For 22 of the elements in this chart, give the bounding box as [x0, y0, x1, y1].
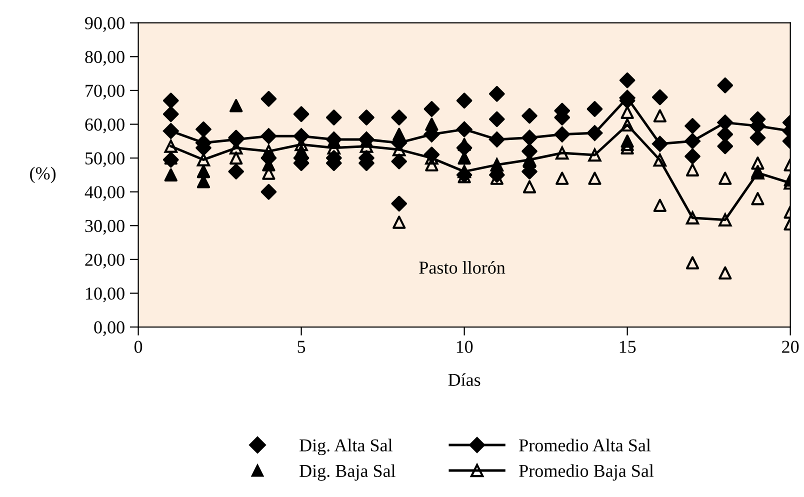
y-tick-label: 20,00 [85, 254, 124, 268]
legend-label: Dig. Baja Sal [300, 464, 396, 481]
y-tick-label: 60,00 [85, 118, 124, 134]
y-tick-label: 40,00 [84, 186, 124, 201]
y-tick-label: 30,00 [85, 220, 124, 235]
annotation: Pasto llorón [419, 261, 506, 274]
legend-label: Dig. Alta Sal [300, 438, 392, 456]
y-tick-label: 50,00 [86, 152, 124, 168]
x-tick-label: 15 [620, 340, 636, 353]
x-tick-label: 20 [782, 340, 799, 353]
x-tick-label: 5 [298, 340, 306, 353]
legend-label: Promedio Alta Sal [519, 438, 651, 452]
x-axis-title: Días [448, 373, 480, 386]
legend-label: Promedio Baja Sal [519, 464, 654, 481]
y-tick-label: 90,00 [85, 17, 124, 32]
x-tick-label: 0 [134, 340, 142, 353]
y-tick-label: 80,00 [85, 50, 124, 66]
x-tick-label: 10 [456, 340, 473, 353]
y-tick-label: 0,00 [94, 321, 124, 336]
y-tick-label: 10,00 [86, 287, 124, 302]
y-axis-title: (%) [30, 166, 56, 184]
y-tick-label: 70,00 [86, 84, 124, 100]
